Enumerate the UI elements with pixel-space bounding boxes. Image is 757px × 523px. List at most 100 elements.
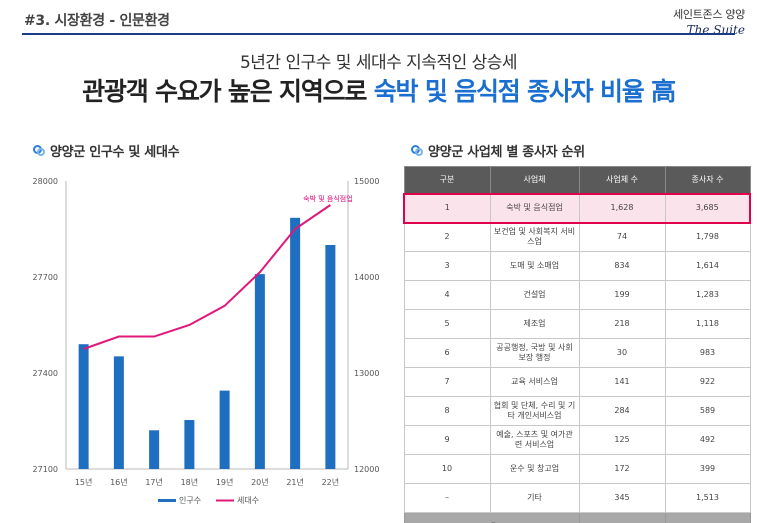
x-tick-label: 21년 bbox=[286, 477, 304, 487]
count-cell: 345 bbox=[578, 483, 666, 513]
employees-cell: 1,283 bbox=[664, 280, 751, 310]
page-headline: 관광객 수요가 높은 지역으로 숙박 및 음식점 종사자 비율 高 bbox=[0, 72, 757, 108]
total-label: 계 bbox=[403, 512, 580, 523]
rank-cell: 4 bbox=[403, 280, 491, 310]
total-employees: 14,396 bbox=[664, 512, 751, 523]
count-cell: 1,628 bbox=[578, 192, 666, 224]
y-left-tick-label: 28000 bbox=[33, 177, 58, 186]
headline-prefix: 관광객 수요가 높은 지역으로 bbox=[82, 77, 374, 106]
employees-cell: 589 bbox=[664, 396, 751, 426]
header-employees: 종사자 수 bbox=[664, 166, 751, 194]
y-right-tick-label: 12000 bbox=[354, 465, 379, 474]
header-business: 사업체 bbox=[489, 166, 580, 194]
headline-highlight: 숙박 및 음식점 종사자 비율 高 bbox=[373, 77, 676, 106]
table-row: – 기타 345 1,513 bbox=[403, 483, 751, 513]
bar bbox=[219, 390, 230, 469]
right-panel-title: 양양군 사업체 별 종사자 순위 bbox=[411, 141, 585, 160]
link-icon bbox=[411, 144, 423, 157]
households-line bbox=[83, 204, 331, 350]
employees-cell: 3,685 bbox=[664, 192, 751, 224]
rank-cell: 8 bbox=[403, 396, 491, 426]
table-row: 7 교육 서비스업 141 922 bbox=[403, 367, 751, 397]
business-cell: 제조업 bbox=[489, 309, 580, 339]
y-left-tick-label: 27100 bbox=[33, 465, 58, 474]
business-cell: 예술, 스포츠 및 여가관련 서비스업 bbox=[489, 425, 580, 455]
x-tick-label: 18년 bbox=[181, 477, 199, 487]
rank-cell: 7 bbox=[403, 367, 491, 397]
business-cell: 협회 및 단체, 수리 및 기타 개인서비스업 bbox=[489, 396, 580, 426]
business-cell: 숙박 및 음식점업 bbox=[489, 192, 580, 224]
rank-cell: 2 bbox=[403, 222, 491, 252]
bar bbox=[149, 430, 160, 469]
x-tick-label: 20년 bbox=[251, 477, 269, 487]
bar bbox=[325, 245, 336, 469]
employees-cell: 399 bbox=[664, 454, 751, 484]
x-tick-label: 16년 bbox=[110, 477, 128, 487]
count-cell: 30 bbox=[578, 338, 666, 368]
rank-cell: 6 bbox=[403, 338, 491, 368]
rank-cell: 9 bbox=[403, 425, 491, 455]
business-cell: 교육 서비스업 bbox=[489, 367, 580, 397]
y-right-tick-label: 14000 bbox=[354, 273, 379, 282]
left-panel-title-text: 양양군 인구수 및 세대수 bbox=[50, 145, 180, 160]
count-cell: 834 bbox=[578, 251, 666, 281]
employees-cell: 983 bbox=[664, 338, 751, 368]
y-left-tick-label: 27400 bbox=[33, 369, 58, 378]
business-cell: 보건업 및 사회복지 서비스업 bbox=[489, 222, 580, 252]
table-row: 2 보건업 및 사회복지 서비스업 74 1,798 bbox=[403, 222, 751, 252]
business-cell: 기타 bbox=[489, 483, 580, 513]
employees-cell: 1,513 bbox=[664, 483, 751, 513]
chart-annotation: 숙박 및 음식점업 bbox=[303, 194, 353, 203]
bar bbox=[254, 274, 265, 469]
x-tick-label: 22년 bbox=[322, 477, 340, 487]
total-count: 4,050 bbox=[578, 512, 666, 523]
count-cell: 74 bbox=[578, 222, 666, 252]
header-divider bbox=[22, 33, 735, 35]
right-panel-title-text: 양양군 사업체 별 종사자 순위 bbox=[428, 145, 585, 160]
table-row: 5 제조업 218 1,118 bbox=[403, 309, 751, 339]
bar bbox=[78, 344, 89, 469]
header-count: 사업체 수 bbox=[578, 166, 666, 194]
bar bbox=[184, 420, 195, 469]
page-header: #3. 시장환경 - 인문환경 세인트존스 양양 The Suite bbox=[0, 0, 757, 38]
y-right-tick-label: 15000 bbox=[354, 177, 379, 186]
legend-bar-swatch bbox=[158, 499, 176, 502]
count-cell: 172 bbox=[578, 454, 666, 484]
employees-cell: 1,118 bbox=[664, 309, 751, 339]
x-tick-label: 15년 bbox=[75, 477, 93, 487]
rank-cell: 3 bbox=[403, 251, 491, 281]
rank-cell: 10 bbox=[403, 454, 491, 484]
employees-cell: 492 bbox=[664, 425, 751, 455]
header-rank: 구분 bbox=[403, 166, 491, 194]
table-row: 3 도매 및 소매업 834 1,614 bbox=[403, 251, 751, 281]
table-row: 1 숙박 및 음식점업 1,628 3,685 bbox=[403, 192, 751, 224]
y-left-tick-label: 27700 bbox=[33, 273, 58, 282]
employees-cell: 1,798 bbox=[664, 222, 751, 252]
table-row: 6 공공행정, 국방 및 사회보장 행정 30 983 bbox=[403, 338, 751, 368]
table-row: 9 예술, 스포츠 및 여가관련 서비스업 125 492 bbox=[403, 425, 751, 455]
page-subtitle: 5년간 인구수 및 세대수 지속적인 상승세 bbox=[239, 53, 518, 73]
rank-cell: – bbox=[403, 483, 491, 513]
business-cell: 운수 및 창고업 bbox=[489, 454, 580, 484]
legend-line-label: 세대수 bbox=[237, 496, 259, 505]
count-cell: 218 bbox=[578, 309, 666, 339]
y-right-tick-label: 13000 bbox=[354, 369, 379, 378]
count-cell: 141 bbox=[578, 367, 666, 397]
industry-table: 구분 사업체 사업체 수 종사자 수 1 숙박 및 음식점업 1,628 3,685 2… bbox=[403, 166, 751, 523]
count-cell: 199 bbox=[578, 280, 666, 310]
rank-cell: 1 bbox=[403, 192, 491, 224]
x-tick-label: 19년 bbox=[216, 477, 234, 487]
business-cell: 건설업 bbox=[489, 280, 580, 310]
section-title: #3. 시장환경 - 인문환경 bbox=[24, 13, 170, 29]
employees-cell: 922 bbox=[664, 367, 751, 397]
table-total-row: 계4,05014,396 bbox=[403, 512, 751, 523]
business-cell: 도매 및 소매업 bbox=[489, 251, 580, 281]
population-chart: 27100 27400 27700 28000 12000 13000 14000 15000… bbox=[33, 177, 380, 505]
count-cell: 125 bbox=[578, 425, 666, 455]
employees-cell: 1,614 bbox=[664, 251, 751, 281]
business-cell: 공공행정, 국방 및 사회보장 행정 bbox=[489, 338, 580, 368]
link-icon bbox=[33, 144, 45, 157]
table-header-row: 구분 사업체 사업체 수 종사자 수 bbox=[403, 166, 751, 194]
table-row: 4 건설업 199 1,283 bbox=[403, 280, 751, 310]
brand-name: 세인트존스 양양 bbox=[673, 8, 745, 21]
